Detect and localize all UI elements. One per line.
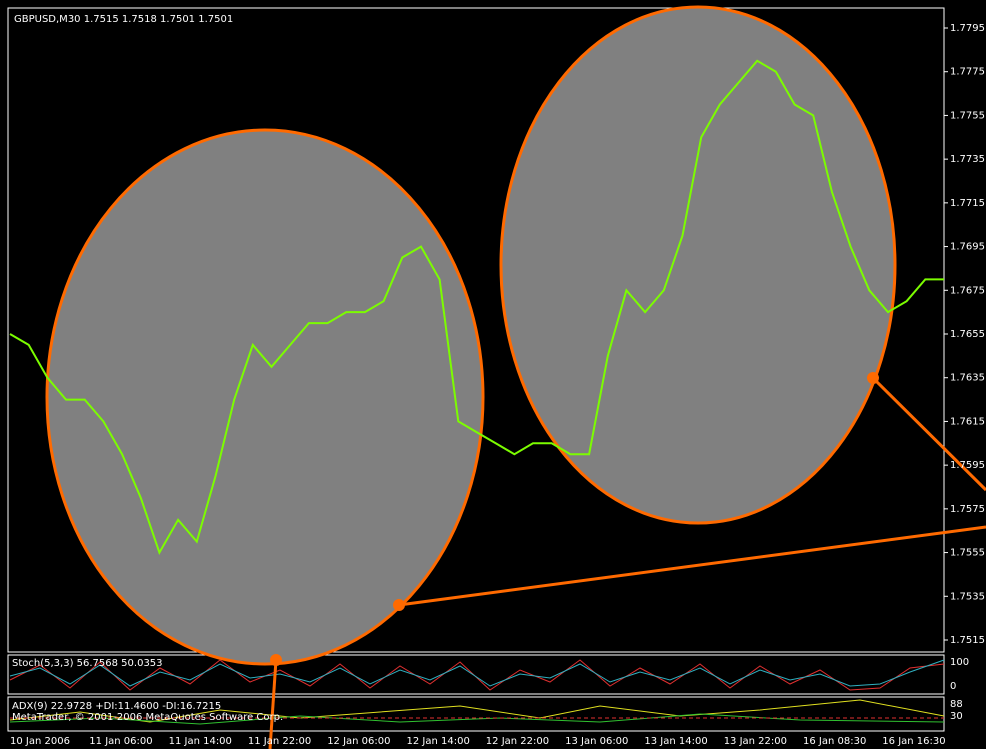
stoch-frame bbox=[7, 654, 945, 695]
stoch-main bbox=[9, 659, 945, 687]
main-frame bbox=[7, 7, 945, 653]
stoch-label: Stoch(5,3,3) 56.7568 50.0353 bbox=[12, 658, 163, 669]
price-label: 1.7635 bbox=[950, 373, 985, 384]
adx-level-label: 88 bbox=[950, 699, 963, 710]
symbol-header: GBPUSD,M30 1.7515 1.7518 1.7501 1.7501 bbox=[14, 14, 233, 25]
price-label: 1.7675 bbox=[950, 285, 985, 296]
price-label: 1.7595 bbox=[950, 460, 985, 471]
price-label: 1.7775 bbox=[950, 67, 985, 78]
price-label: 1.7695 bbox=[950, 242, 985, 253]
time-label: 10 Jan 2006 bbox=[10, 736, 70, 747]
time-label: 16 Jan 08:30 bbox=[803, 736, 866, 747]
time-label: 16 Jan 16:30 bbox=[882, 736, 945, 747]
time-label: 11 Jan 14:00 bbox=[169, 736, 232, 747]
price-label: 1.7515 bbox=[950, 635, 985, 646]
stoch-level: 0 bbox=[950, 681, 956, 692]
adx-level-label: 30 bbox=[950, 711, 963, 722]
price-label: 1.7555 bbox=[950, 548, 985, 559]
price-label: 1.7715 bbox=[950, 198, 985, 209]
adx-line bbox=[9, 699, 945, 723]
callout-line bbox=[871, 376, 986, 492]
price-line bbox=[9, 59, 944, 556]
price-label: 1.7575 bbox=[950, 504, 985, 515]
stoch-level: 100 bbox=[950, 657, 969, 668]
time-label: 13 Jan 06:00 bbox=[565, 736, 628, 747]
price-label: 1.7535 bbox=[950, 591, 985, 602]
adx-label: ADX(9) 22.9728 +DI:11.4600 -DI:16.7215 bbox=[12, 701, 221, 712]
copyright: MetaTrader, © 2001-2006 MetaQuotes Softw… bbox=[12, 712, 283, 723]
time-label: 12 Jan 14:00 bbox=[407, 736, 470, 747]
price-label: 1.7755 bbox=[950, 110, 985, 121]
price-label: 1.7655 bbox=[950, 329, 985, 340]
callout-dot bbox=[270, 654, 282, 666]
highlight-left bbox=[45, 128, 485, 666]
highlight-right bbox=[499, 5, 897, 525]
callout-dot bbox=[867, 372, 879, 384]
time-label: 13 Jan 22:00 bbox=[724, 736, 787, 747]
di-plus bbox=[9, 713, 945, 725]
callout-dot bbox=[393, 599, 405, 611]
callout-line bbox=[268, 659, 278, 749]
callout-line bbox=[398, 525, 986, 607]
time-label: 12 Jan 22:00 bbox=[486, 736, 549, 747]
price-label: 1.7735 bbox=[950, 154, 985, 165]
price-label: 1.7795 bbox=[950, 23, 985, 34]
adx-frame bbox=[7, 696, 945, 732]
price-plot bbox=[9, 59, 944, 556]
time-label: 11 Jan 06:00 bbox=[89, 736, 152, 747]
time-label: 11 Jan 22:00 bbox=[248, 736, 311, 747]
time-label: 13 Jan 14:00 bbox=[644, 736, 707, 747]
price-label: 1.7615 bbox=[950, 416, 985, 427]
time-label: 12 Jan 06:00 bbox=[327, 736, 390, 747]
